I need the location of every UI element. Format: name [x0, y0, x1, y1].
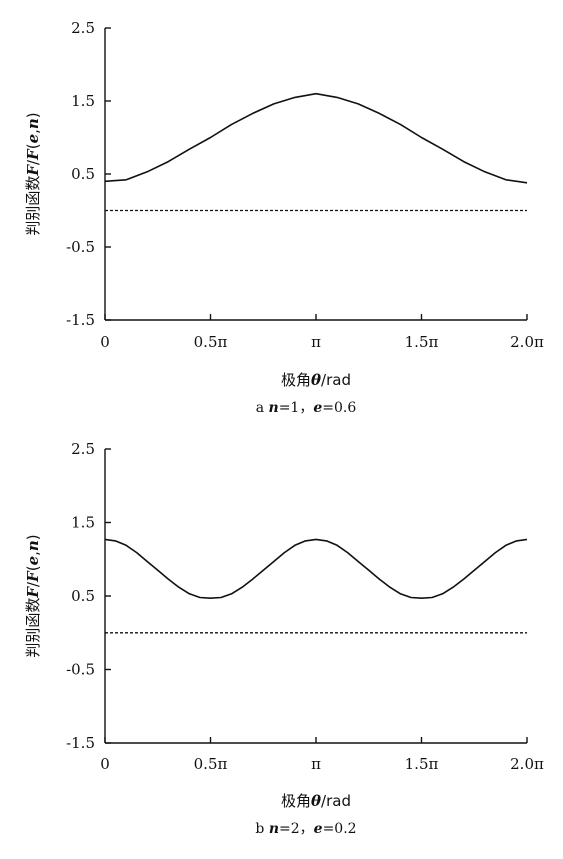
x-tick-label: 0	[100, 755, 110, 773]
y-tick-label: 1.5	[71, 514, 95, 532]
y-tick-label: -1.5	[66, 311, 95, 329]
x-tick-label: 2.0π	[510, 333, 544, 351]
x-axis-title: 极角θ/rad	[281, 371, 351, 389]
x-tick-label: 1.5π	[405, 755, 439, 773]
y-axis-title: 判别函数F/F(e,n)	[24, 534, 42, 657]
panel-caption: a n=1，e=0.6	[256, 400, 357, 416]
x-tick-label: π	[311, 333, 321, 351]
panel-caption: b n=2，e=0.2	[255, 821, 356, 837]
chart-panel-b: 2.5 1.5 0.5 -0.5 -1.5 0 0.5π π 1.5π 2.0π 判别函数F/F(e…	[24, 440, 544, 837]
x-tick-label: 0.5π	[194, 755, 228, 773]
chart-panel-a: 2.5 1.5 0.5 -0.5 -1.5 0 0.5π π 1.5π 2.0π 判别函数F/F(e…	[24, 19, 544, 416]
y-tick-label: -0.5	[66, 661, 95, 679]
x-tick-label: 0.5π	[194, 333, 228, 351]
y-axis-title: 判别函数F/F(e,n)	[24, 112, 42, 235]
x-tick-label: 0	[100, 333, 110, 351]
y-tick-label: 0.5	[71, 165, 95, 183]
series-line	[104, 538, 528, 600]
x-axis-title: 极角θ/rad	[281, 792, 351, 810]
x-tick-label: 2.0π	[510, 755, 544, 773]
x-tick-label: π	[311, 755, 321, 773]
y-tick-label: 2.5	[71, 440, 95, 458]
y-tick-label: -1.5	[66, 734, 95, 752]
x-tick-label: 1.5π	[405, 333, 439, 351]
series-line	[104, 92, 528, 184]
y-tick-label: 2.5	[71, 19, 95, 37]
y-tick-label: 1.5	[71, 92, 95, 110]
y-tick-label: 0.5	[71, 587, 95, 605]
y-tick-label: -0.5	[66, 238, 95, 256]
